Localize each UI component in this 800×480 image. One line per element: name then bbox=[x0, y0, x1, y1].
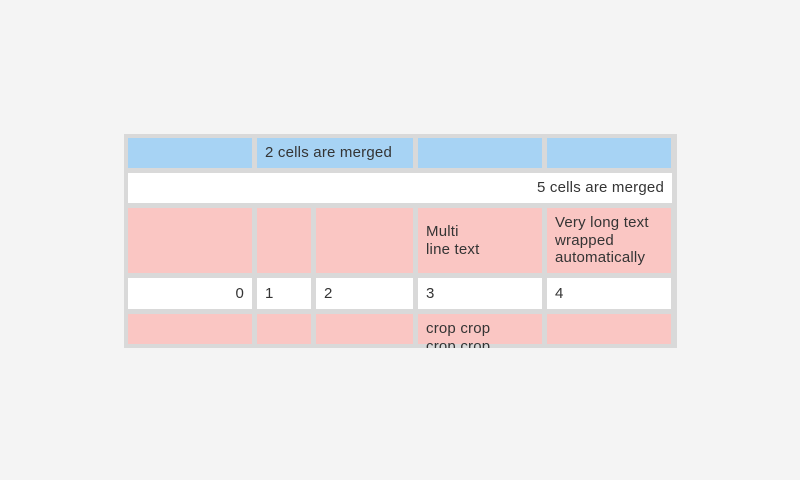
table-cell-empty[interactable] bbox=[418, 138, 542, 168]
table-cell-number-0[interactable]: 0 bbox=[128, 278, 252, 309]
table-cell-empty[interactable] bbox=[547, 314, 671, 344]
table-cell-empty[interactable] bbox=[257, 314, 311, 344]
table[interactable]: 2 cells are merged 5 cells are merged Mu… bbox=[124, 134, 677, 348]
cell-text: 2 bbox=[324, 284, 333, 302]
table-cell-merged-2[interactable]: 2 cells are merged bbox=[257, 138, 413, 168]
cell-text: 5 cells are merged bbox=[537, 179, 664, 197]
table-cell-number-2[interactable]: 2 bbox=[316, 278, 413, 309]
table-cell-empty[interactable] bbox=[547, 138, 671, 168]
cell-text: Multi line text bbox=[426, 223, 480, 258]
table-cell-empty[interactable] bbox=[128, 314, 252, 344]
cell-text: 3 bbox=[426, 284, 435, 302]
cell-text: Very long text wrapped automatically bbox=[555, 214, 649, 267]
table-cell-empty[interactable] bbox=[316, 314, 413, 344]
table-cell-number-3[interactable]: 3 bbox=[418, 278, 542, 309]
table-cell-empty[interactable] bbox=[128, 208, 252, 273]
cell-text: 0 bbox=[235, 284, 244, 302]
table-cell-crop-text[interactable]: crop crop crop crop bbox=[418, 314, 542, 348]
cell-text: 4 bbox=[555, 284, 564, 302]
table-row-pink: Multi line text Very long text wrapped a… bbox=[128, 208, 673, 273]
table-row-numbers: 0 1 2 3 4 bbox=[128, 278, 673, 309]
table-cell-multiline[interactable]: Multi line text bbox=[418, 208, 542, 273]
cell-text: crop crop crop crop bbox=[426, 320, 491, 348]
table-cell-number-4[interactable]: 4 bbox=[547, 278, 671, 309]
table-cell-empty[interactable] bbox=[316, 208, 413, 273]
table-row-header: 2 cells are merged bbox=[128, 138, 673, 168]
cell-text: 2 cells are merged bbox=[265, 144, 392, 162]
table-cell-empty[interactable] bbox=[128, 138, 252, 168]
cell-text: 1 bbox=[265, 284, 274, 302]
table-row-cropped: crop crop crop crop bbox=[128, 314, 673, 348]
table-cell-wrapped[interactable]: Very long text wrapped automatically bbox=[547, 208, 671, 273]
table-cell-empty[interactable] bbox=[257, 208, 311, 273]
table-row-merged-5: 5 cells are merged bbox=[128, 173, 673, 203]
table-cell-merged-5[interactable]: 5 cells are merged bbox=[128, 173, 672, 203]
table-cell-number-1[interactable]: 1 bbox=[257, 278, 311, 309]
